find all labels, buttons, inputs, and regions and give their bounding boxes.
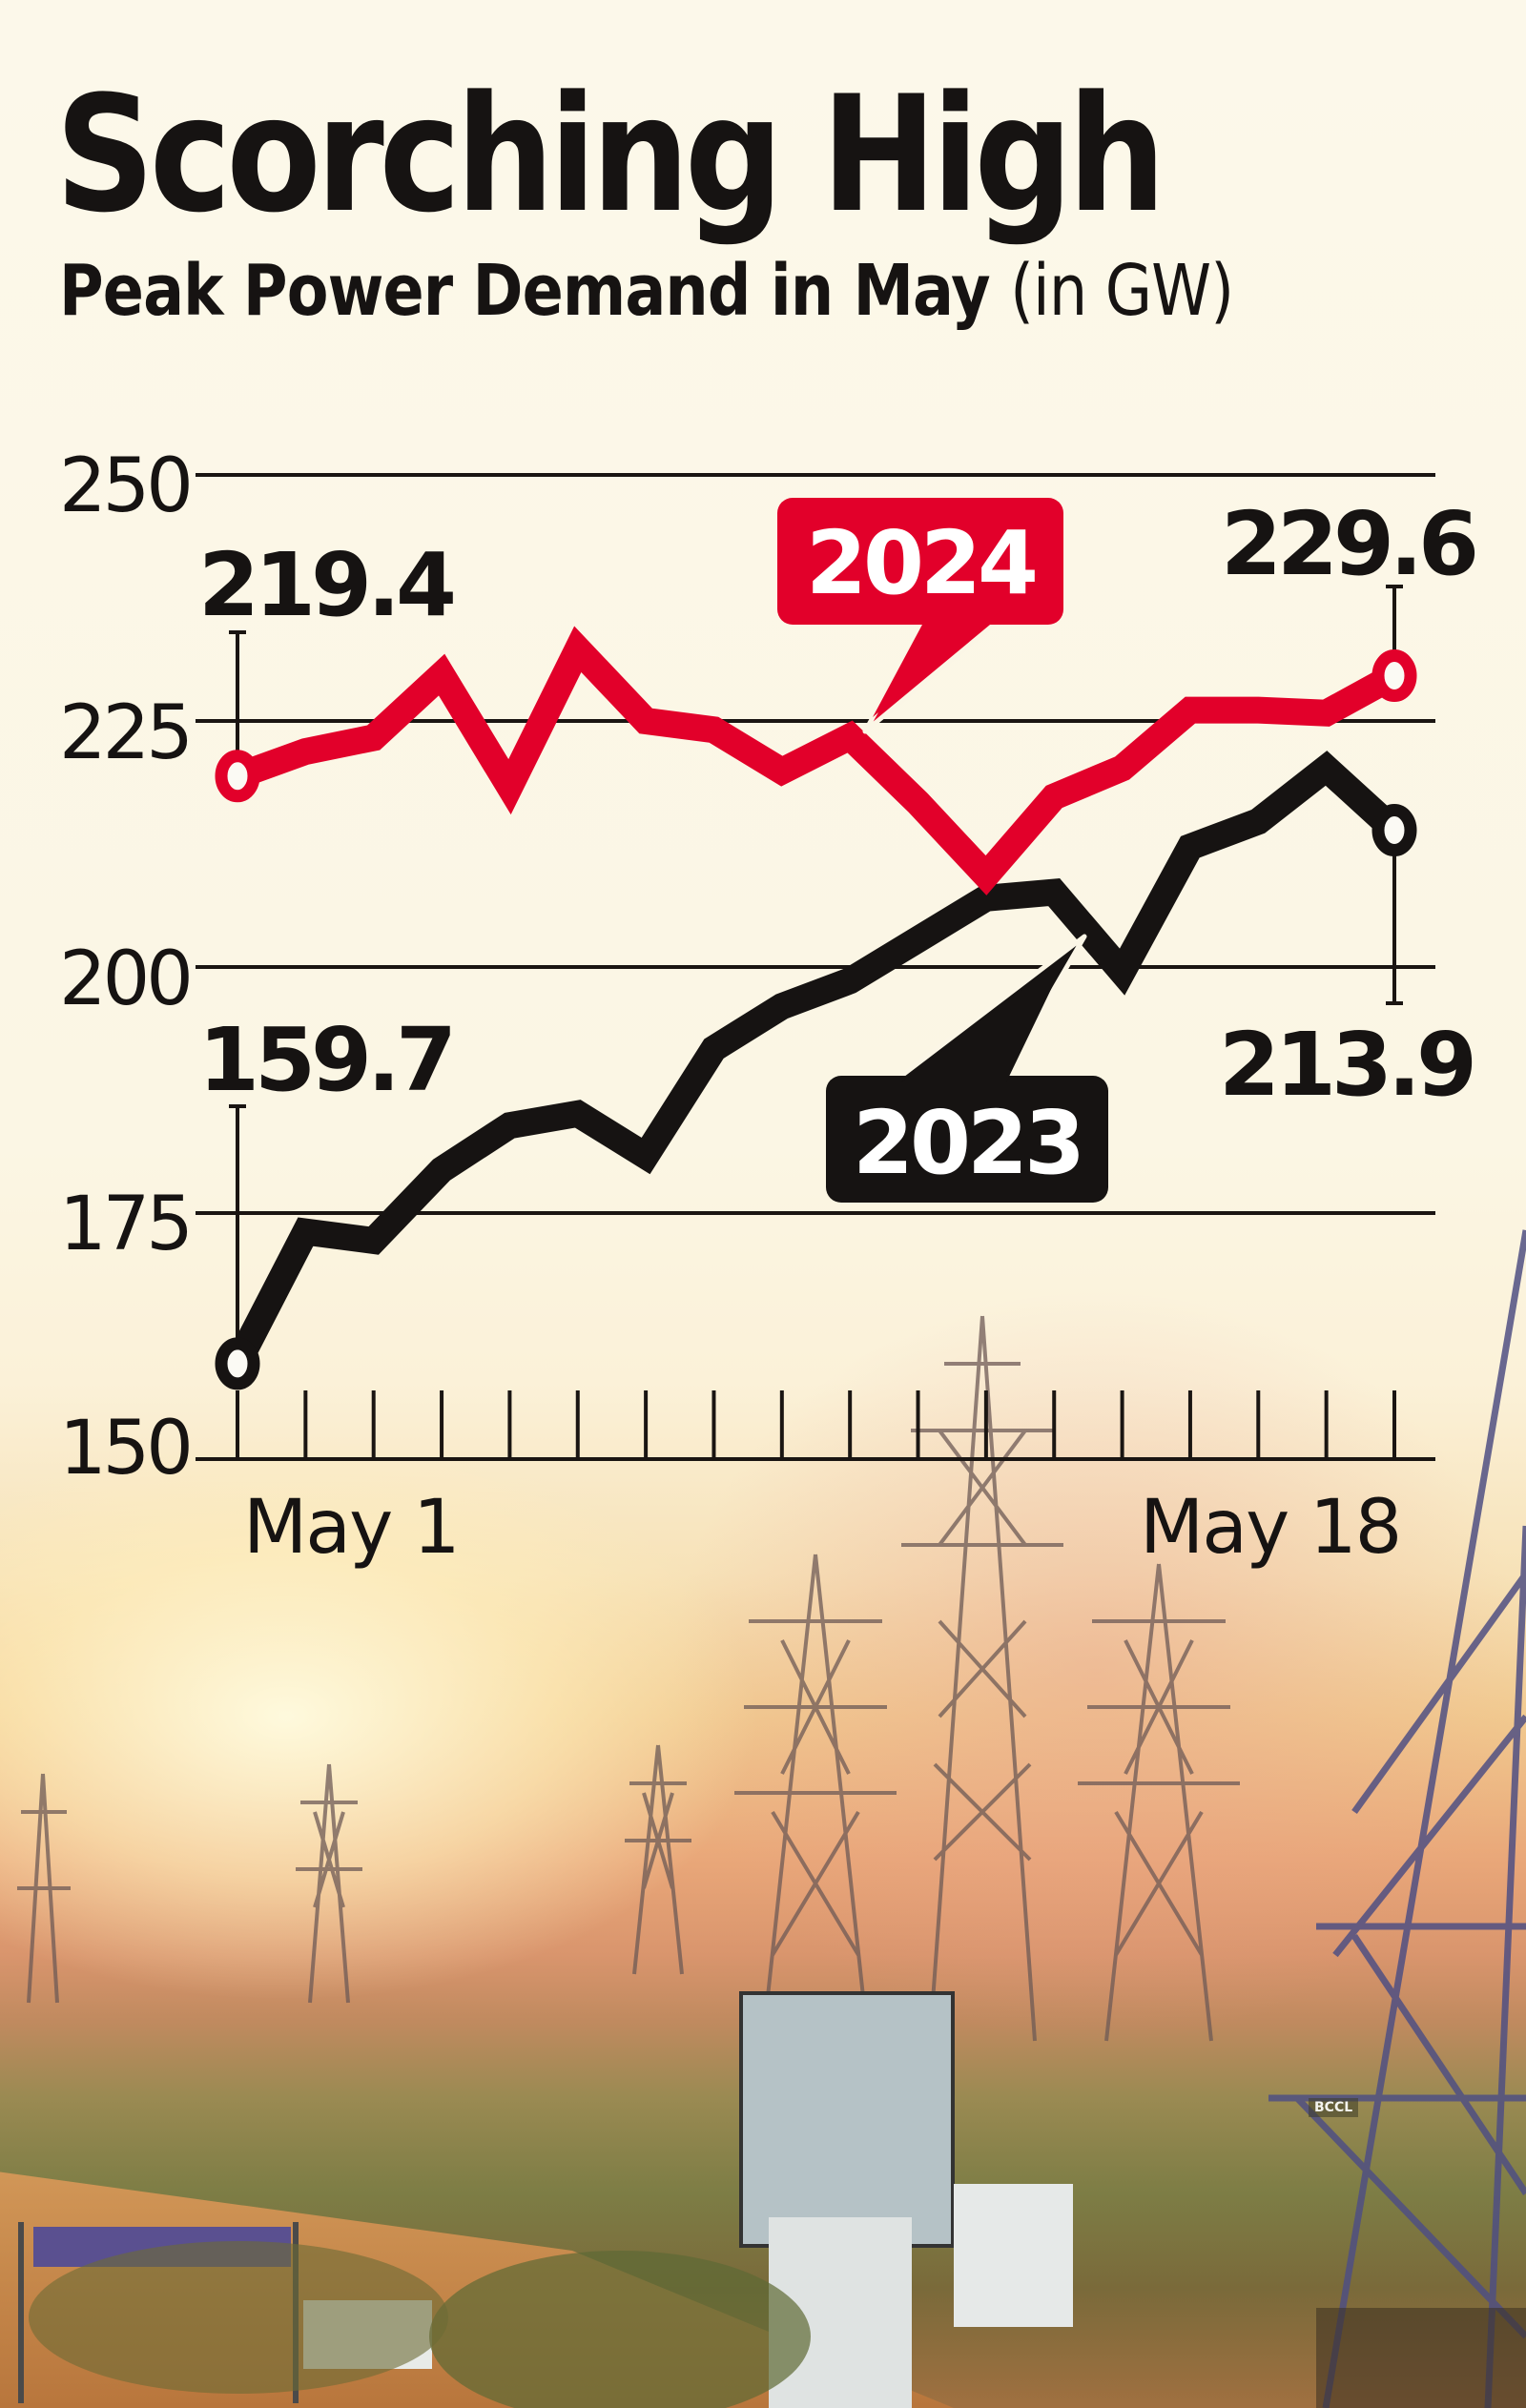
shrubs [429, 2251, 811, 2408]
y-label-225: 225 [59, 690, 190, 776]
series-2023-tag: 2023 [853, 1092, 1082, 1194]
y-label-150: 150 [59, 1406, 190, 1492]
unit-label: (in GW) [1010, 250, 1234, 332]
callout-2023: 2023 [826, 934, 1108, 1203]
endpoint-marker-2023 [215, 1337, 260, 1390]
endpoint-marker-2024 [1371, 649, 1417, 703]
x-label-first: May 1 [243, 1485, 459, 1571]
photo-credit: BCCL [1309, 2098, 1359, 2117]
series-2024-tag: 2024 [806, 512, 1035, 614]
label-2023-end: 213.9 [1219, 1014, 1473, 1116]
x-label-last: May 18 [1140, 1485, 1400, 1571]
label-2024-start: 219.4 [198, 534, 453, 636]
y-label-175: 175 [59, 1182, 190, 1267]
white-wall [954, 2184, 1073, 2327]
y-axis-labels: 250 225 200 175 150 [59, 443, 194, 1492]
billboard-center [739, 1991, 955, 2248]
large-tower-icon [1268, 1229, 1526, 2408]
endpoint-markers [215, 649, 1417, 1390]
series-2023-line [225, 751, 1404, 1370]
line-chart: 250 225 200 175 150 May 1 May 18 2023 20… [59, 443, 1480, 1571]
x-axis-ticks [236, 1390, 1396, 1459]
endpoint-marker-2023 [1371, 804, 1417, 857]
tower-icon [17, 1315, 1240, 2042]
subtitle-text: Peak Power Demand in May [59, 250, 991, 332]
endpoint-marker-2024 [215, 750, 260, 803]
sun-glow [0, 1430, 763, 2003]
chart-subtitle: Peak Power Demand in May (in GW) [59, 256, 1234, 326]
callout-2024: 2024 [777, 498, 1063, 734]
label-2024-end: 229.6 [1221, 493, 1475, 595]
chart-title: Scorching High [55, 61, 1165, 248]
y-label-200: 200 [59, 936, 190, 1022]
series-2024-line [233, 626, 1401, 895]
y-label-250: 250 [59, 443, 190, 529]
label-2023-start: 159.7 [198, 1009, 452, 1111]
